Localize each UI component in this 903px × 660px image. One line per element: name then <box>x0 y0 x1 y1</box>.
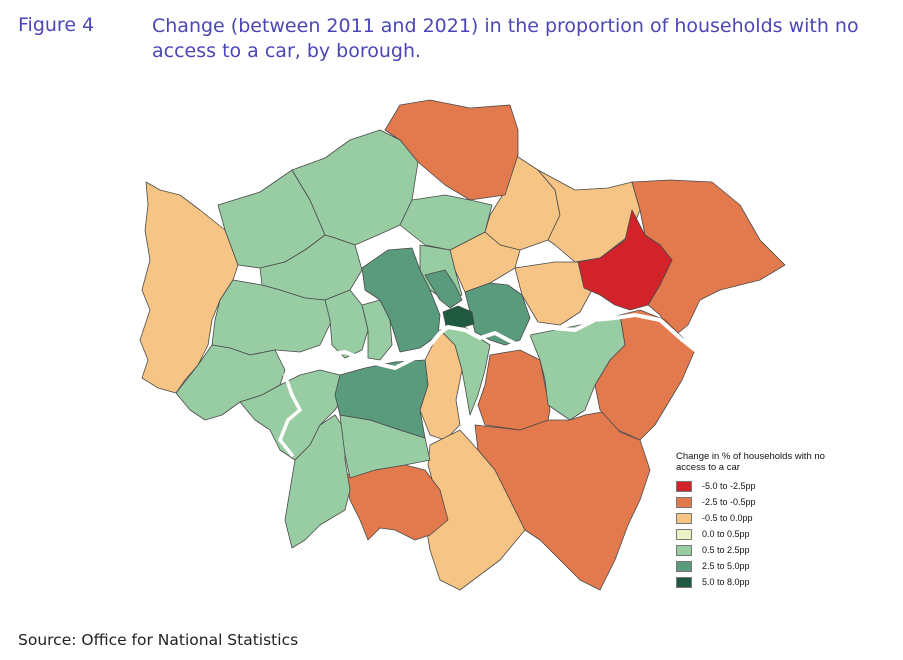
borough-haringey <box>399 194 493 251</box>
legend-label: -0.5 to 0.0pp <box>702 513 753 523</box>
legend-label: 0.5 to 2.5pp <box>702 545 750 555</box>
borough-wandsworth <box>334 359 429 439</box>
borough-islington <box>424 269 463 309</box>
figure-title: Change (between 2011 and 2021) in the pr… <box>152 15 859 62</box>
legend-item: 5.0 to 8.0pp <box>676 574 856 590</box>
legend-swatch-red <box>676 480 692 492</box>
legend-swatch-mid-green <box>676 560 692 572</box>
legend-label: -5.0 to -2.5pp <box>702 481 756 491</box>
legend-swatch-dark-green <box>676 576 692 588</box>
source-note: Source: Office for National Statistics <box>18 631 299 649</box>
legend-label: 0.0 to 0.5pp <box>702 529 750 539</box>
map-legend: Change in % of households with no access… <box>676 451 856 590</box>
legend-item: -2.5 to -0.5pp <box>676 494 856 510</box>
legend-label: 5.0 to 8.0pp <box>702 577 750 587</box>
legend-swatch-pale-green <box>676 528 692 540</box>
borough-tower-hamlets <box>464 282 531 346</box>
borough-sutton <box>344 464 449 541</box>
legend-item: -5.0 to -2.5pp <box>676 478 856 494</box>
borough-hounslow <box>175 344 286 421</box>
borough-ealing <box>211 279 333 356</box>
borough-barking <box>577 209 673 311</box>
legend-label: 2.5 to 5.0pp <box>702 561 750 571</box>
legend-item: 2.5 to 5.0pp <box>676 558 856 574</box>
legend-label: -2.5 to -0.5pp <box>702 497 756 507</box>
legend-swatch-pale-orange <box>676 512 692 524</box>
legend-item: 0.5 to 2.5pp <box>676 542 856 558</box>
borough-lewisham <box>477 349 551 431</box>
river-thames <box>288 312 697 371</box>
legend-item: 0.0 to 0.5pp <box>676 526 856 542</box>
legend-swatch-light-green <box>676 544 692 556</box>
legend-item: -0.5 to 0.0pp <box>676 510 856 526</box>
legend-title: Change in % of households with no access… <box>676 451 825 473</box>
figure-label: Figure 4 <box>18 14 95 36</box>
legend-swatch-orange <box>676 496 692 508</box>
borough-newham <box>514 261 593 326</box>
borough-bromley <box>474 411 651 591</box>
london-borough-map <box>139 99 786 591</box>
river-thames-meander <box>277 373 303 457</box>
borough-hammersmith <box>324 289 369 359</box>
borough-hillingdon <box>139 181 239 394</box>
borough-kingston <box>284 414 351 549</box>
